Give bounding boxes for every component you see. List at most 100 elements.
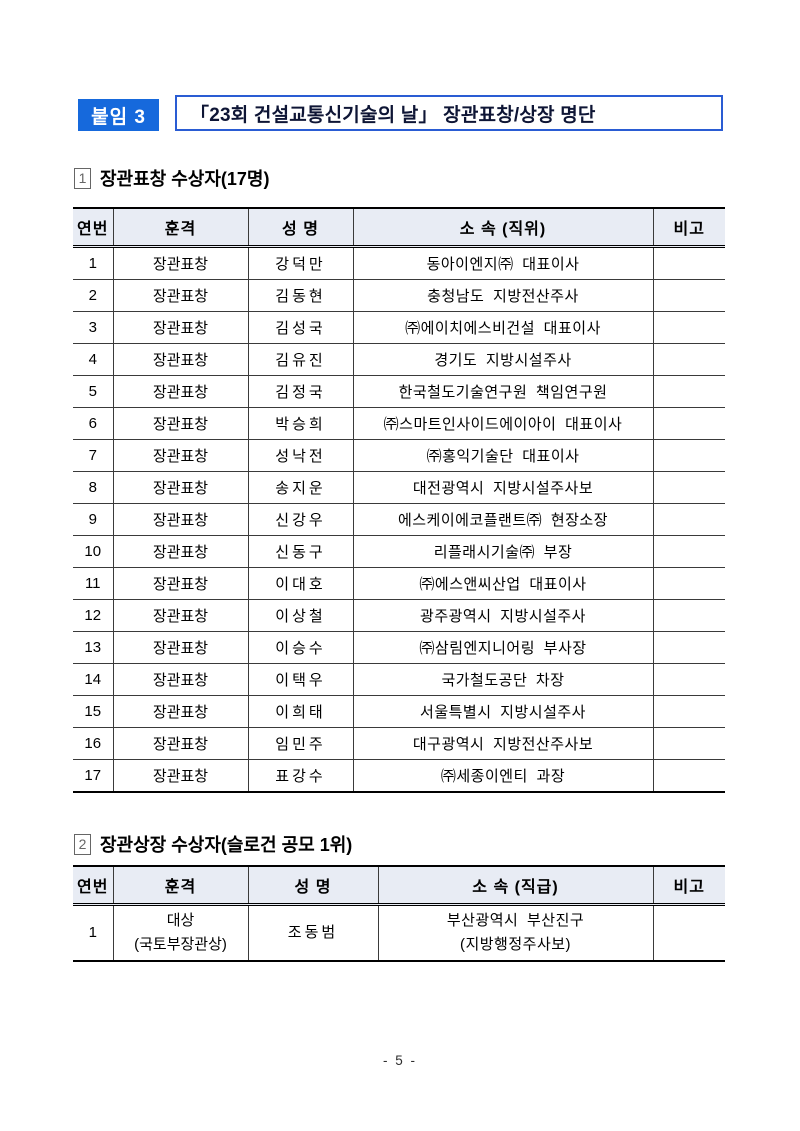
table-cell: 리플래시기술㈜ 부장: [352, 535, 653, 568]
table-cell: 10: [73, 535, 113, 568]
table-cell: 장관표창: [112, 599, 248, 632]
table-cell: 장관표창: [112, 503, 248, 536]
table-cell: [652, 503, 725, 536]
table-row: 12 장관표창 이상철 광주광역시 지방시설주사: [73, 599, 725, 632]
table-row: 9 장관표창 신강우 에스케이에코플랜트㈜ 현장소장: [73, 503, 725, 536]
table-cell: ㈜스마트인사이드에이아이 대표이사: [352, 407, 653, 440]
table-cell: [652, 535, 725, 568]
table-cell: [652, 663, 725, 696]
table-cell: ㈜에이치에스비건설 대표이사: [352, 311, 653, 344]
table-cell: 충청남도 지방전산주사: [352, 279, 653, 312]
table-cell: 15: [73, 695, 113, 728]
table-cell: 표강수: [247, 759, 353, 792]
table-header-row: 연번 훈격 성 명 소 속 (직급) 비고: [73, 866, 725, 906]
table-cell: 이상철: [247, 599, 353, 632]
table-cell: 장관표창: [112, 279, 248, 312]
table2-body: 1 대상 (국토부장관상) 조동범 부산광역시 부산진구 (지방행정주사보): [73, 904, 725, 961]
table-cell: 송지운: [247, 471, 353, 504]
table-cell: 박승희: [247, 407, 353, 440]
section1-title: 장관표창 수상자(17명): [100, 169, 270, 189]
table-row: 15 장관표창 이희태 서울특별시 지방시설주사: [73, 695, 725, 728]
table-cell: 13: [73, 631, 113, 664]
column-header-note: 비고: [652, 866, 725, 906]
table-cell: 14: [73, 663, 113, 696]
table-cell: 신동구: [247, 535, 353, 568]
table-cell: 3: [73, 311, 113, 344]
table-header-row: 연번 훈격 성 명 소 속 (직위) 비고: [73, 208, 725, 248]
table-cell: 장관표창: [112, 375, 248, 408]
table-row: 13 장관표창 이승수 ㈜삼림엔지니어링 부사장: [73, 631, 725, 664]
table-cell: 2: [73, 279, 113, 312]
table-cell: [652, 695, 725, 728]
table-row: 10 장관표창 신동구 리플래시기술㈜ 부장: [73, 535, 725, 568]
section2-number-box: 2: [74, 833, 91, 855]
table-cell: 8: [73, 471, 113, 504]
column-header-award: 훈격: [112, 208, 248, 248]
table-cell: 장관표창: [112, 759, 248, 792]
table-cell: 1: [88, 255, 97, 272]
table-row: 1 대상 (국토부장관상) 조동범 부산광역시 부산진구 (지방행정주사보): [73, 904, 725, 961]
column-header-name: 성 명: [247, 208, 353, 248]
table-cell: 이대호: [247, 567, 353, 600]
table-cell: [652, 471, 725, 504]
section1-heading: 1 장관표창 수상자(17명): [74, 165, 270, 191]
table-row: 1 장관표창 강덕만 동아이엔지㈜ 대표이사: [73, 246, 725, 280]
table-row: 2 장관표창 김동현 충청남도 지방전산주사: [73, 279, 725, 312]
table-cell: 장관표창: [112, 535, 248, 568]
table-cell: [652, 375, 725, 408]
table-cell: [652, 279, 725, 312]
page-number: - 5 -: [382, 1053, 417, 1068]
table-cell: 경기도 지방시설주사: [352, 343, 653, 376]
column-header-note: 비고: [652, 208, 725, 248]
table-cell: 장관표창: [112, 439, 248, 472]
table-cell: 9: [73, 503, 113, 536]
table-cell: 서울특별시 지방시설주사: [352, 695, 653, 728]
table-cell: 장관표창: [112, 471, 248, 504]
table-row: 8 장관표창 송지운 대전광역시 지방시설주사보: [73, 471, 725, 504]
table-cell: 장관표창: [112, 695, 248, 728]
table-cell: ㈜세종이엔티 과장: [352, 759, 653, 792]
table-cell: [652, 727, 725, 760]
table1-body: 1 장관표창 강덕만 동아이엔지㈜ 대표이사 2 장관표창 김동현 충청남도 지방전산주사 3 장…: [73, 246, 725, 792]
table-cell: [652, 904, 725, 961]
table-cell: 성낙전: [247, 439, 353, 472]
table-cell: 5: [73, 375, 113, 408]
attachment-badge: 붙임 3: [78, 99, 159, 131]
table-cell: 대구광역시 지방전산주사보: [352, 727, 653, 760]
section2-title: 장관상장 수상자(슬로건 공모 1위): [100, 835, 353, 855]
table-cell: 장관표창: [112, 311, 248, 344]
table-cell: 광주광역시 지방시설주사: [352, 599, 653, 632]
table-row: 4 장관표창 김유진 경기도 지방시설주사: [73, 343, 725, 376]
table-cell: [652, 759, 725, 792]
table-cell: 6: [73, 407, 113, 440]
table-cell: ㈜홍익기술단 대표이사: [352, 439, 653, 472]
table-cell: 1: [88, 924, 97, 941]
table-cell: [652, 567, 725, 600]
column-header-award: 훈격: [112, 866, 248, 906]
table-row: 5 장관표창 김정국 한국철도기술연구원 책임연구원: [73, 375, 725, 408]
table-cell: 16: [73, 727, 113, 760]
table-row: 16 장관표창 임민주 대구광역시 지방전산주사보: [73, 727, 725, 760]
table-cell: 조동범: [247, 904, 378, 961]
table-cell: [652, 407, 725, 440]
table-cell: [652, 246, 725, 280]
table-cell: [652, 311, 725, 344]
table-cell: 대전광역시 지방시설주사보: [352, 471, 653, 504]
table-cell: 임민주: [247, 727, 353, 760]
table-cell: [652, 631, 725, 664]
table-row: 3 장관표창 김성국 ㈜에이치에스비건설 대표이사: [73, 311, 725, 344]
table-cell: 국가철도공단 차장: [352, 663, 653, 696]
table-cell: [652, 599, 725, 632]
table-cell: 이희태: [247, 695, 353, 728]
table-cell: 11: [73, 567, 113, 600]
table-row: 11 장관표창 이대호 ㈜에스앤씨산업 대표이사: [73, 567, 725, 600]
table-cell: 장관표창: [112, 631, 248, 664]
table-cell: 대상 (국토부장관상): [112, 904, 248, 961]
table-cell: 한국철도기술연구원 책임연구원: [352, 375, 653, 408]
table-cell: 4: [73, 343, 113, 376]
column-header-no: 연번: [73, 866, 113, 906]
column-header-affiliation: 소 속 (직위): [352, 208, 653, 248]
table-row: 17 장관표창 표강수 ㈜세종이엔티 과장: [73, 759, 725, 792]
section2-heading: 2 장관상장 수상자(슬로건 공모 1위): [74, 831, 352, 857]
